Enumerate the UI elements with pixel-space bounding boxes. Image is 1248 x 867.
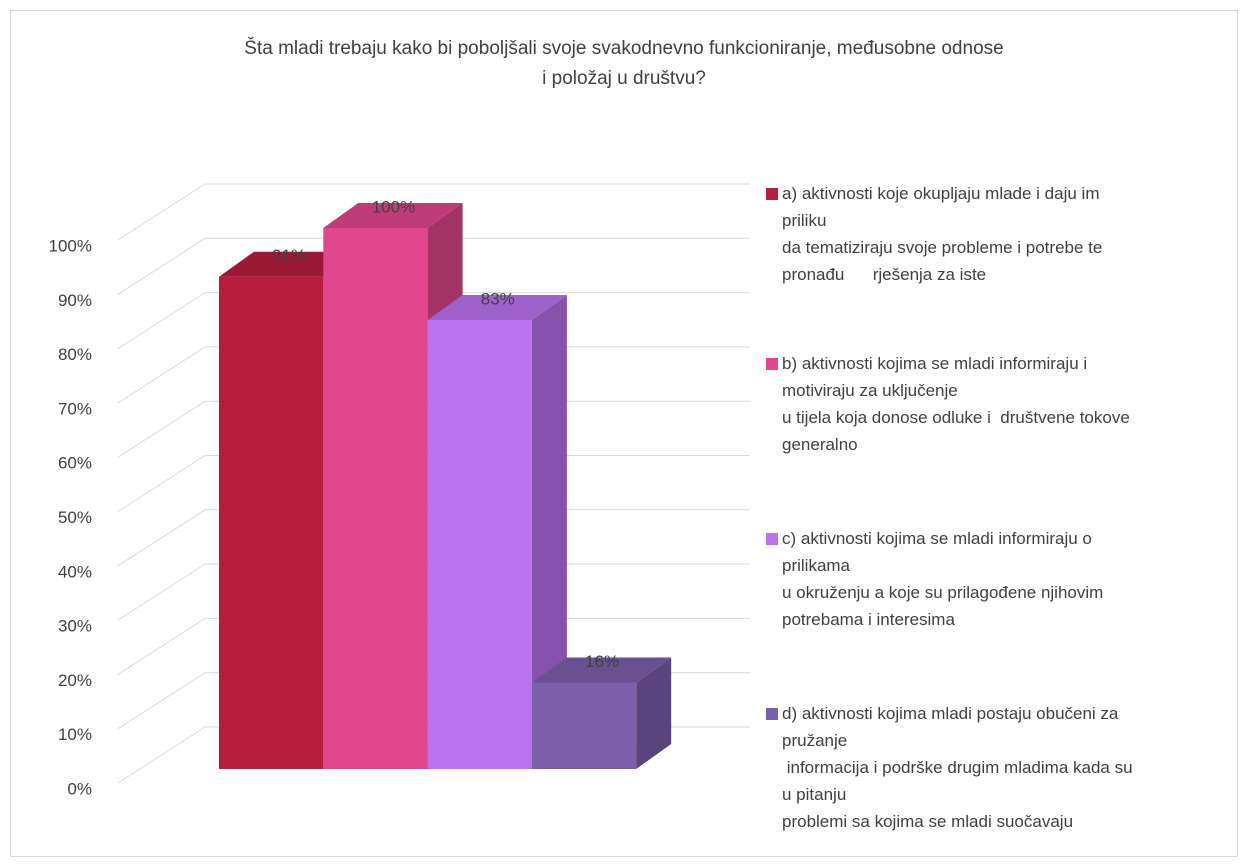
y-tick-label: 40% [58, 562, 92, 581]
bar-side [531, 294, 567, 769]
y-tick-label: 30% [58, 617, 92, 636]
grid-line [117, 237, 750, 295]
legend-label: a) aktivnosti koje okupljaju mlade i daj… [782, 184, 1103, 284]
data-label: 91% [272, 246, 306, 265]
grid-line [117, 183, 750, 241]
y-tick-label: 10% [58, 725, 92, 744]
y-tick-label: 20% [58, 671, 92, 690]
data-label: 16% [585, 652, 619, 671]
legend-label: b) aktivnosti kojima se mladi informiraj… [782, 354, 1130, 454]
bar-top [323, 203, 463, 228]
grid-line [117, 509, 750, 567]
bar-top [427, 294, 567, 320]
y-tick-label: 60% [58, 454, 92, 473]
bar [427, 319, 532, 769]
grid-line [117, 346, 750, 404]
legend-swatch [766, 533, 778, 545]
data-label: 83% [481, 289, 515, 308]
bar-top [531, 657, 672, 683]
y-tick-label: 90% [58, 291, 92, 310]
legend-label: d) aktivnosti kojima mladi postaju obuče… [782, 704, 1133, 831]
chart-border [10, 10, 1238, 857]
bar [531, 682, 637, 769]
grid-line [117, 400, 750, 458]
legend-swatch [766, 188, 778, 200]
grid-line [117, 617, 750, 675]
y-tick-label: 100% [49, 236, 92, 255]
legend-swatch [766, 358, 778, 370]
legend-label: c) aktivnosti kojima se mladi informiraj… [782, 529, 1104, 629]
y-tick-label: 50% [58, 508, 92, 527]
y-tick-label: 80% [58, 345, 92, 364]
bar-side [636, 657, 672, 769]
grid-line [117, 563, 750, 621]
legend-swatch [766, 708, 778, 720]
bar [219, 276, 324, 769]
y-tick-label: 0% [67, 779, 92, 798]
bar [323, 228, 428, 769]
y-tick-label: 70% [58, 399, 92, 418]
grid-line [117, 292, 750, 350]
data-label: 100% [372, 197, 415, 216]
chart-title: Šta mladi trebaju kako bi poboljšali svo… [244, 38, 1004, 89]
grid-line [117, 455, 750, 512]
